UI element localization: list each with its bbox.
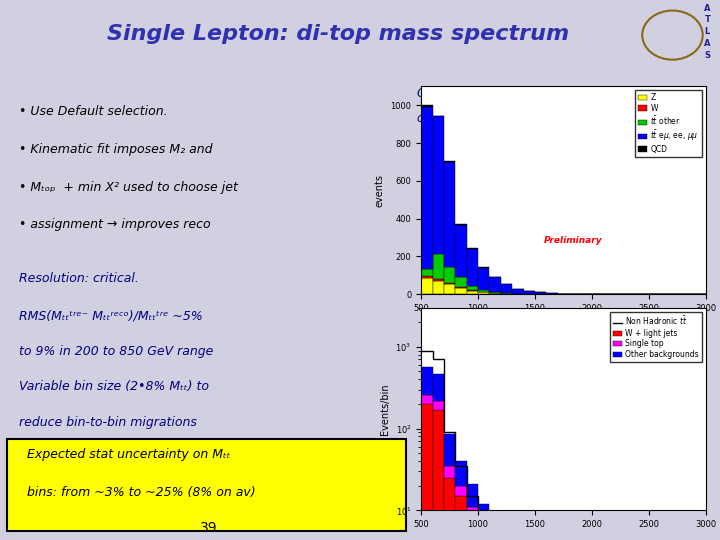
Text: • Use Default selection.: • Use Default selection. — [19, 105, 168, 118]
Legend: Non Hadronic $t\bar{t}$, W + light jets, Single top, Other backgrounds: Non Hadronic $t\bar{t}$, W + light jets,… — [610, 312, 702, 362]
Bar — [421, 269, 433, 276]
Bar — [535, 292, 546, 294]
Text: Consistency check of SM and: Consistency check of SM and — [417, 86, 589, 100]
Text: 39: 39 — [200, 521, 217, 535]
Bar — [444, 161, 455, 162]
Text: S: S — [704, 51, 711, 60]
Bar — [433, 254, 444, 279]
Text: Single Lepton: di-top mass spectrum: Single Lepton: di-top mass spectrum — [107, 24, 570, 44]
Non Hadronic $t\bar{t}$ — [417, 347, 426, 354]
Y-axis label: Events/bin: Events/bin — [380, 383, 390, 435]
Bar — [444, 466, 455, 478]
Text: Variable bin size (2•8% Mₜₜ) to: Variable bin size (2•8% Mₜₜ) to — [19, 380, 210, 393]
Bar — [478, 504, 490, 523]
Bar — [490, 277, 501, 292]
Bar — [455, 278, 467, 287]
Bar — [421, 367, 433, 395]
Bar — [467, 291, 478, 294]
Bar — [467, 286, 478, 290]
Text: openly sensitive to new physics: openly sensitive to new physics — [417, 112, 604, 125]
Text: Resolution: critical.: Resolution: critical. — [19, 272, 139, 285]
Text: Preliminary: Preliminary — [544, 237, 603, 245]
Bar — [444, 283, 455, 284]
Bar — [444, 284, 455, 294]
Y-axis label: events: events — [375, 174, 385, 207]
Bar — [433, 279, 444, 281]
Bar — [490, 292, 501, 293]
Bar — [490, 293, 501, 294]
Bar — [467, 484, 478, 507]
Text: • assignment → improves reco: • assignment → improves reco — [19, 218, 211, 231]
Bar — [444, 267, 455, 283]
Bar — [455, 287, 467, 288]
Bar — [433, 116, 444, 117]
Non Hadronic $t\bar{t}$ — [440, 356, 449, 363]
Bar — [501, 293, 512, 294]
Bar — [421, 395, 433, 404]
Bar — [444, 434, 455, 466]
Bar — [467, 507, 478, 518]
Bar — [501, 284, 512, 293]
Bar — [433, 401, 444, 410]
X-axis label: Mass of $t\bar{t}$ system [GeV]: Mass of $t\bar{t}$ system [GeV] — [504, 319, 623, 335]
Text: • Kinematic fit imposes M₂ and: • Kinematic fit imposes M₂ and — [19, 143, 213, 156]
Text: A: A — [704, 39, 711, 49]
Bar — [444, 478, 455, 540]
Bar — [478, 268, 490, 291]
Bar — [478, 535, 490, 540]
Bar — [421, 105, 433, 107]
Text: T: T — [704, 16, 711, 24]
Bar — [421, 404, 433, 540]
Bar — [421, 276, 433, 278]
FancyBboxPatch shape — [7, 439, 406, 531]
Text: • Mₜₒₚ  + min X² used to choose jet: • Mₜₒₚ + min X² used to choose jet — [19, 180, 238, 194]
Bar — [467, 248, 478, 286]
Bar — [421, 107, 433, 269]
Text: Expected stat uncertainty on Mₜₜ: Expected stat uncertainty on Mₜₜ — [27, 448, 231, 461]
Bar — [455, 225, 467, 278]
Line: Non Hadronic $t\bar{t}$: Non Hadronic $t\bar{t}$ — [421, 350, 706, 540]
Bar — [546, 293, 558, 294]
Text: bins: from ~3% to ~25% (8% on av): bins: from ~3% to ~25% (8% on av) — [27, 486, 256, 499]
Text: RMS(Mₜₜᵗʳᵉ⁻ Mₜₜʳᵉᶜᵒ)/Mₜₜᵗʳᵉ ~5%: RMS(Mₜₜᵗʳᵉ⁻ Mₜₜʳᵉᶜᵒ)/Mₜₜᵗʳᵉ ~5% — [19, 310, 203, 323]
Bar — [478, 293, 490, 294]
Text: A: A — [704, 4, 711, 12]
Bar — [433, 410, 444, 540]
Bar — [501, 535, 512, 540]
Bar — [433, 374, 444, 401]
Bar — [478, 291, 490, 292]
Bar — [433, 281, 444, 294]
Bar — [523, 291, 535, 294]
Bar — [455, 496, 467, 540]
Bar — [455, 461, 467, 485]
Bar — [467, 518, 478, 540]
Legend: Z, W, $t\bar{t}$ other, $t\bar{t}$ e$\mu$, ee, $\mu\mu$, QCD: Z, W, $t\bar{t}$ other, $t\bar{t}$ e$\mu… — [635, 90, 702, 157]
Bar — [478, 523, 490, 535]
Bar — [444, 162, 455, 267]
Bar — [455, 485, 467, 496]
Bar — [421, 278, 433, 294]
Bar — [512, 289, 523, 294]
Text: reduce bin-to-bin migrations: reduce bin-to-bin migrations — [19, 415, 197, 429]
Bar — [455, 288, 467, 294]
Bar — [490, 523, 501, 540]
Bar — [433, 117, 444, 254]
Text: L: L — [704, 28, 710, 36]
Text: to 9% in 200 to 850 GeV range: to 9% in 200 to 850 GeV range — [19, 345, 214, 358]
